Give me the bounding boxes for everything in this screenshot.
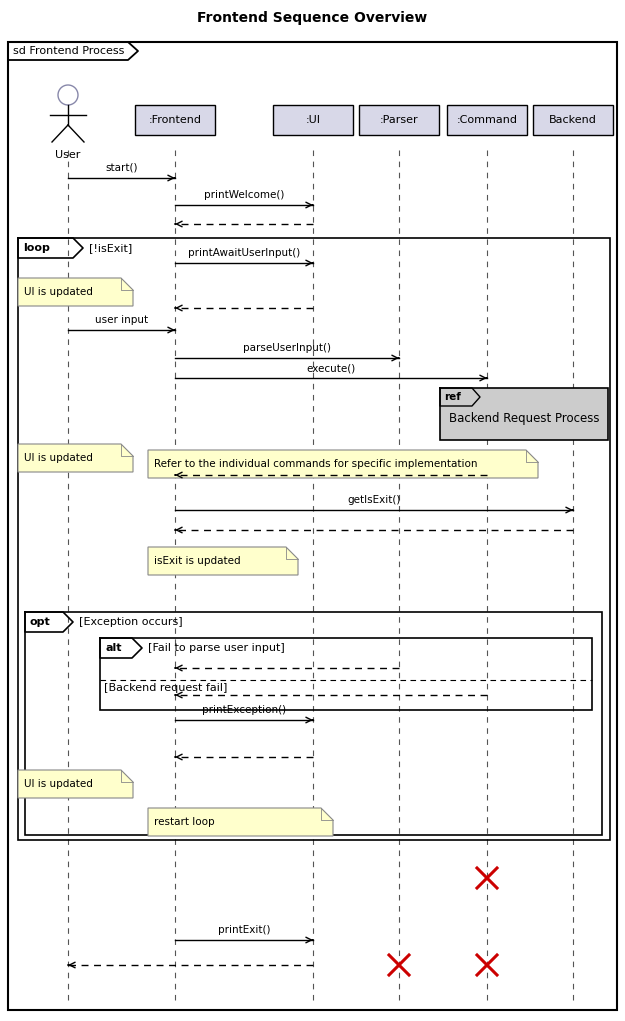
Polygon shape [148,808,333,836]
Text: :Parser: :Parser [380,115,418,125]
Text: user input: user input [95,315,148,325]
Text: Backend: Backend [549,115,597,125]
Bar [440,388,608,440]
Text: printExit(): printExit() [217,925,270,935]
Polygon shape [18,444,133,472]
Polygon shape [148,450,538,478]
Text: sd Frontend Process: sd Frontend Process [13,46,124,56]
Text: printWelcome(): printWelcome() [204,190,284,200]
Text: Frontend Sequence Overview: Frontend Sequence Overview [198,11,428,25]
Text: UI is updated: UI is updated [24,453,93,463]
Text: isExit is updated: isExit is updated [154,556,241,566]
Text: opt: opt [30,617,51,627]
Text: start(): start() [105,163,138,173]
Bar [100,638,592,710]
Text: [Backend request fail]: [Backend request fail] [104,683,228,693]
Bar [359,105,439,135]
Text: :Command: :Command [456,115,518,125]
Text: :Frontend: :Frontend [149,115,201,125]
Bar [447,105,527,135]
Bar [25,612,602,835]
Text: restart loop: restart loop [154,817,214,827]
Text: UI is updated: UI is updated [24,287,93,297]
Text: :UI: :UI [306,115,321,125]
Bar [18,238,610,840]
Text: printException(): printException() [202,704,286,715]
Polygon shape [18,770,133,798]
Text: printAwaitUserInput(): printAwaitUserInput() [188,248,300,258]
Bar [533,105,613,135]
Text: loop: loop [23,243,50,253]
Polygon shape [18,278,133,306]
Text: parseUserInput(): parseUserInput() [243,343,331,353]
Text: [!isExit]: [!isExit] [89,243,132,253]
Text: UI is updated: UI is updated [24,779,93,789]
Text: Backend Request Process: Backend Request Process [449,411,599,425]
Text: Refer to the individual commands for specific implementation: Refer to the individual commands for spe… [154,459,478,469]
Bar [135,105,215,135]
Text: [Exception occurs]: [Exception occurs] [79,617,182,627]
Bar [273,105,353,135]
Polygon shape [148,547,298,575]
Text: ref: ref [444,392,461,402]
Text: alt: alt [105,643,121,653]
Text: getIsExit(): getIsExit() [348,495,401,505]
Text: User: User [56,150,81,160]
Text: execute(): execute() [306,363,356,373]
Text: [Fail to parse user input]: [Fail to parse user input] [148,643,285,653]
